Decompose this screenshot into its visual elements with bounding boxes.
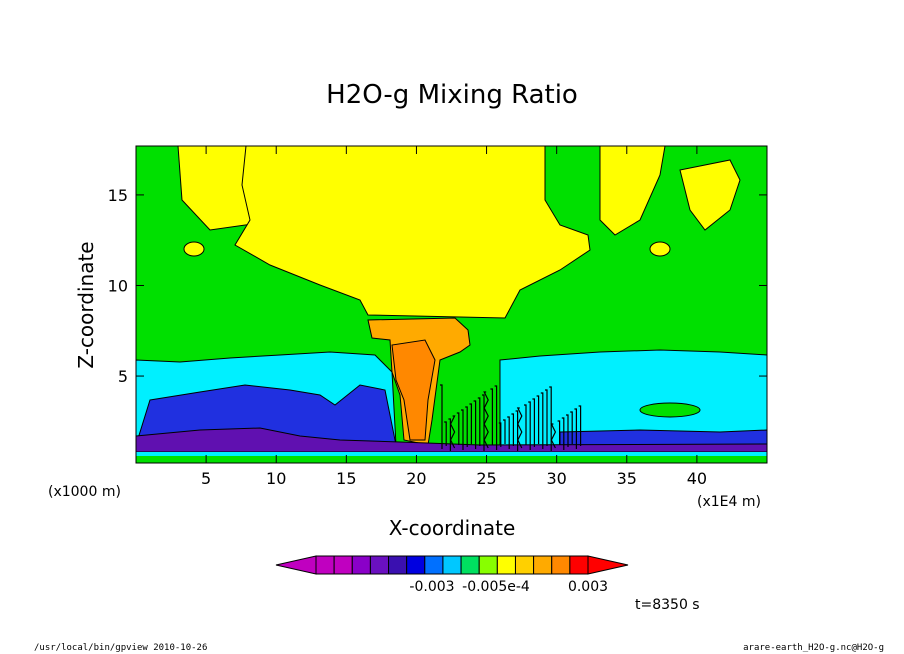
contour-surface-band bbox=[136, 452, 767, 456]
time-label: t=8350 s bbox=[635, 597, 700, 613]
colorbar-swatch bbox=[315, 555, 335, 575]
contour-upper-moist bbox=[599, 146, 666, 236]
turbulent-streak bbox=[557, 420, 561, 445]
x-tick-label: 15 bbox=[336, 469, 356, 488]
x-tick-label: 30 bbox=[546, 469, 566, 488]
colorbar-swatch bbox=[460, 555, 480, 575]
turbulent-streak bbox=[494, 385, 498, 450]
turbulent-streak bbox=[570, 411, 573, 444]
y-axis-label: Z-coordinate bbox=[74, 241, 98, 368]
turbulent-streak bbox=[566, 414, 569, 447]
contour-small-patch bbox=[183, 241, 205, 257]
colorbar-high-arrow bbox=[587, 555, 629, 575]
turbulent-streak bbox=[490, 388, 493, 445]
contour-core-inner bbox=[391, 339, 436, 441]
turbulent-streak bbox=[578, 405, 582, 446]
colorbar-swatch bbox=[551, 555, 571, 575]
turbulent-streak bbox=[449, 415, 456, 449]
colorbar-swatch bbox=[569, 555, 589, 575]
colorbar-swatch bbox=[424, 555, 444, 575]
colorbar-labels: -0.003 -0.005e-4 0.003 bbox=[409, 579, 608, 595]
turbulent-streak bbox=[477, 397, 481, 446]
x-tick-label: 25 bbox=[476, 469, 496, 488]
turbulent-streak bbox=[515, 410, 519, 451]
y-tick-label: 5 bbox=[118, 367, 128, 386]
colorbar-low-arrow bbox=[275, 555, 317, 575]
turbulent-streak bbox=[536, 395, 540, 444]
turbulent-streak bbox=[549, 386, 552, 451]
turbulent-streak bbox=[456, 412, 460, 445]
x-tick-label: 20 bbox=[406, 469, 426, 488]
colorbar-swatch bbox=[388, 555, 408, 575]
turbulent-streak bbox=[545, 389, 548, 446]
turbulent-streak bbox=[574, 408, 577, 449]
contour-field bbox=[136, 146, 767, 463]
contour-turbulent-streaks bbox=[440, 384, 582, 451]
colorbar-swatch bbox=[514, 555, 535, 575]
plot-area: 5 10 15 20 25 30 35 40 5 10 15 bbox=[108, 145, 768, 488]
turbulent-streak bbox=[444, 421, 447, 446]
turbulent-streak bbox=[473, 400, 477, 449]
colorbar-swatch bbox=[369, 555, 390, 575]
footer-left: /usr/local/bin/gpview 2010-10-26 bbox=[34, 643, 207, 653]
x-tick-label: 35 bbox=[617, 469, 637, 488]
contour-upper-moist bbox=[679, 159, 741, 231]
turbulent-streak bbox=[528, 401, 531, 450]
contour-low-layer bbox=[559, 429, 767, 446]
turbulent-streak bbox=[448, 418, 451, 451]
y-tick-label: 10 bbox=[108, 276, 128, 295]
colorbar-swatch bbox=[533, 555, 553, 575]
chart-title: H2O-g Mixing Ratio bbox=[326, 80, 578, 110]
plot-frame bbox=[135, 145, 768, 464]
x-tick-label: 5 bbox=[201, 469, 211, 488]
colorbar-tick-label: -0.003 bbox=[409, 579, 454, 595]
turbulent-streak bbox=[498, 422, 502, 447]
x-axis-label: X-coordinate bbox=[389, 516, 516, 540]
colorbar-swatch bbox=[351, 555, 371, 575]
contour-small-patch bbox=[649, 241, 671, 257]
x-tick-label: 40 bbox=[687, 469, 707, 488]
y-unit-note: (x1000 m) bbox=[48, 484, 121, 500]
colorbar bbox=[275, 555, 629, 575]
turbulent-streak bbox=[511, 413, 514, 446]
x-tick-label: 10 bbox=[266, 469, 286, 488]
x-axis: 5 10 15 20 25 30 35 40 bbox=[201, 146, 707, 488]
colorbar-swatch bbox=[442, 555, 462, 575]
turbulent-streak bbox=[507, 416, 510, 449]
turbulent-streak bbox=[469, 403, 472, 444]
turbulent-streak bbox=[465, 406, 468, 447]
turbulent-streak bbox=[561, 417, 565, 450]
y-axis: 5 10 15 bbox=[108, 186, 767, 386]
turbulent-streak bbox=[461, 409, 464, 450]
colorbar-swatch bbox=[496, 555, 516, 575]
turbulent-streak bbox=[440, 384, 443, 449]
contour-surface-band bbox=[136, 456, 767, 463]
turbulent-streak bbox=[550, 423, 557, 449]
x-unit-note: (x1E4 m) bbox=[697, 494, 761, 510]
contour-small-patch bbox=[639, 402, 701, 418]
turbulent-streak bbox=[483, 391, 489, 449]
contour-upper-moist bbox=[234, 146, 591, 319]
turbulent-streak bbox=[524, 404, 527, 445]
colorbar-swatch bbox=[333, 555, 353, 575]
colorbar-tick-label: -0.005e-4 bbox=[462, 579, 530, 595]
y-tick-label: 15 bbox=[108, 186, 128, 205]
footer-right: arare-earth_H2O-g.nc@H2O-g bbox=[743, 643, 884, 653]
turbulent-streak bbox=[540, 392, 544, 449]
colorbar-swatch bbox=[478, 555, 498, 575]
colorbar-tick-label: 0.003 bbox=[568, 579, 608, 595]
turbulent-streak bbox=[516, 407, 523, 449]
turbulent-streak bbox=[503, 419, 506, 444]
colorbar-swatch bbox=[406, 555, 426, 575]
turbulent-streak bbox=[532, 398, 535, 447]
